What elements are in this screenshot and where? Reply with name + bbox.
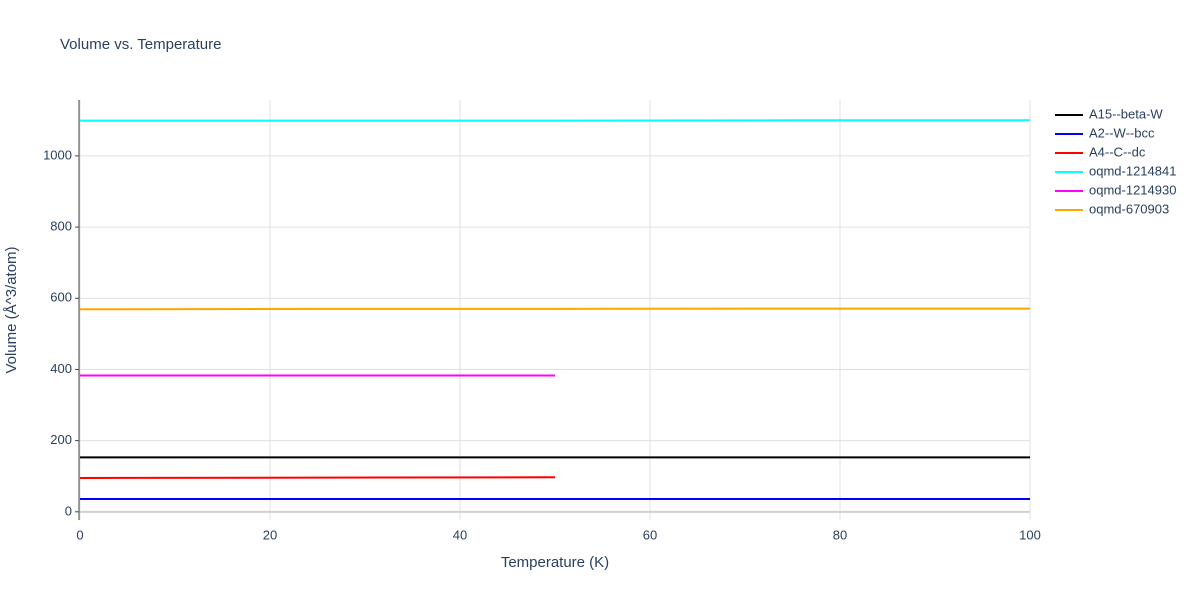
y-axis-title: Volume (Å^3/atom) [3,246,20,373]
legend-label: oqmd-1214930 [1089,182,1176,197]
y-tick-label: 600 [50,290,72,305]
x-axis-title: Temperature (K) [501,554,609,571]
legend-label: A15--beta-W [1089,106,1163,121]
chart-title: Volume vs. Temperature [60,36,221,53]
x-tick-label: 0 [76,527,83,542]
y-tick-label: 400 [50,361,72,376]
x-tick-label: 80 [833,527,847,542]
y-tick-label: 200 [50,432,72,447]
y-tick-label: 800 [50,219,72,234]
x-tick-label: 100 [1019,527,1041,542]
legend-label: A2--W--bcc [1089,125,1155,140]
y-tick-label: 1000 [43,147,72,162]
x-tick-label: 20 [263,527,277,542]
x-tick-label: 40 [453,527,467,542]
y-tick-label: 0 [65,503,72,518]
series-line [79,307,1030,311]
legend-label: oqmd-1214841 [1089,163,1176,178]
legend-label: A4--C--dc [1089,144,1146,159]
legend-label: oqmd-670903 [1089,201,1169,216]
x-tick-label: 60 [643,527,657,542]
series-line [79,476,556,479]
